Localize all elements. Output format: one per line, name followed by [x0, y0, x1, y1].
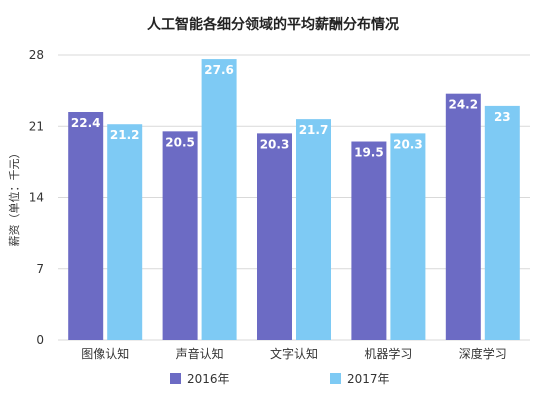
labels-layer: 0 7 14 21 28 22.4 21.2 图像认知 20.5 27.6 声音认知 20.3 21.7… — [29, 48, 511, 361]
x-category-label: 声音认知 — [176, 346, 224, 361]
chart-title: 人工智能各细分领域的平均薪酬分布情况 — [147, 17, 399, 33]
bar-value-label: 24.2 — [448, 98, 478, 112]
bar-value-label: 21.7 — [299, 123, 329, 137]
bar-2017 — [484, 105, 520, 341]
legend-swatch — [330, 373, 341, 384]
bar-2017 — [107, 124, 143, 340]
bar-2016 — [68, 112, 104, 340]
x-category-label: 深度学习 — [459, 346, 507, 361]
bar-2017 — [201, 59, 237, 340]
bar-2017 — [390, 133, 426, 340]
bar-2016 — [445, 93, 481, 340]
bars-layer — [68, 59, 520, 341]
y-tick-label: 28 — [29, 48, 44, 62]
y-tick-label: 0 — [36, 333, 44, 347]
x-category-label: 图像认知 — [81, 347, 129, 361]
bar-value-label: 20.3 — [260, 137, 290, 151]
bar-value-label: 20.3 — [393, 137, 423, 151]
bar-value-label: 21.2 — [110, 128, 140, 142]
bar-2017 — [296, 119, 331, 340]
legend-swatch — [170, 373, 181, 384]
x-category-label: 机器学习 — [364, 346, 412, 361]
bar-value-label: 19.5 — [354, 146, 384, 160]
bar-value-label: 20.5 — [165, 135, 195, 149]
y-tick-label: 7 — [36, 262, 44, 276]
bar-value-label: 23 — [494, 110, 511, 124]
legend: 2016年 2017年 — [170, 372, 390, 386]
y-axis-title: 薪资（单位：千元） — [7, 148, 21, 247]
bar-value-label: 22.4 — [71, 116, 101, 130]
y-tick-label: 21 — [29, 119, 44, 133]
bar-2016 — [162, 131, 198, 340]
bar-2016 — [351, 141, 387, 340]
y-tick-label: 14 — [29, 191, 44, 205]
x-category-label: 文字认知 — [270, 346, 318, 361]
legend-label: 2016年 — [187, 372, 230, 386]
bar-value-label: 27.6 — [204, 63, 234, 77]
bar-2016 — [257, 133, 292, 340]
legend-label: 2017年 — [347, 372, 390, 386]
